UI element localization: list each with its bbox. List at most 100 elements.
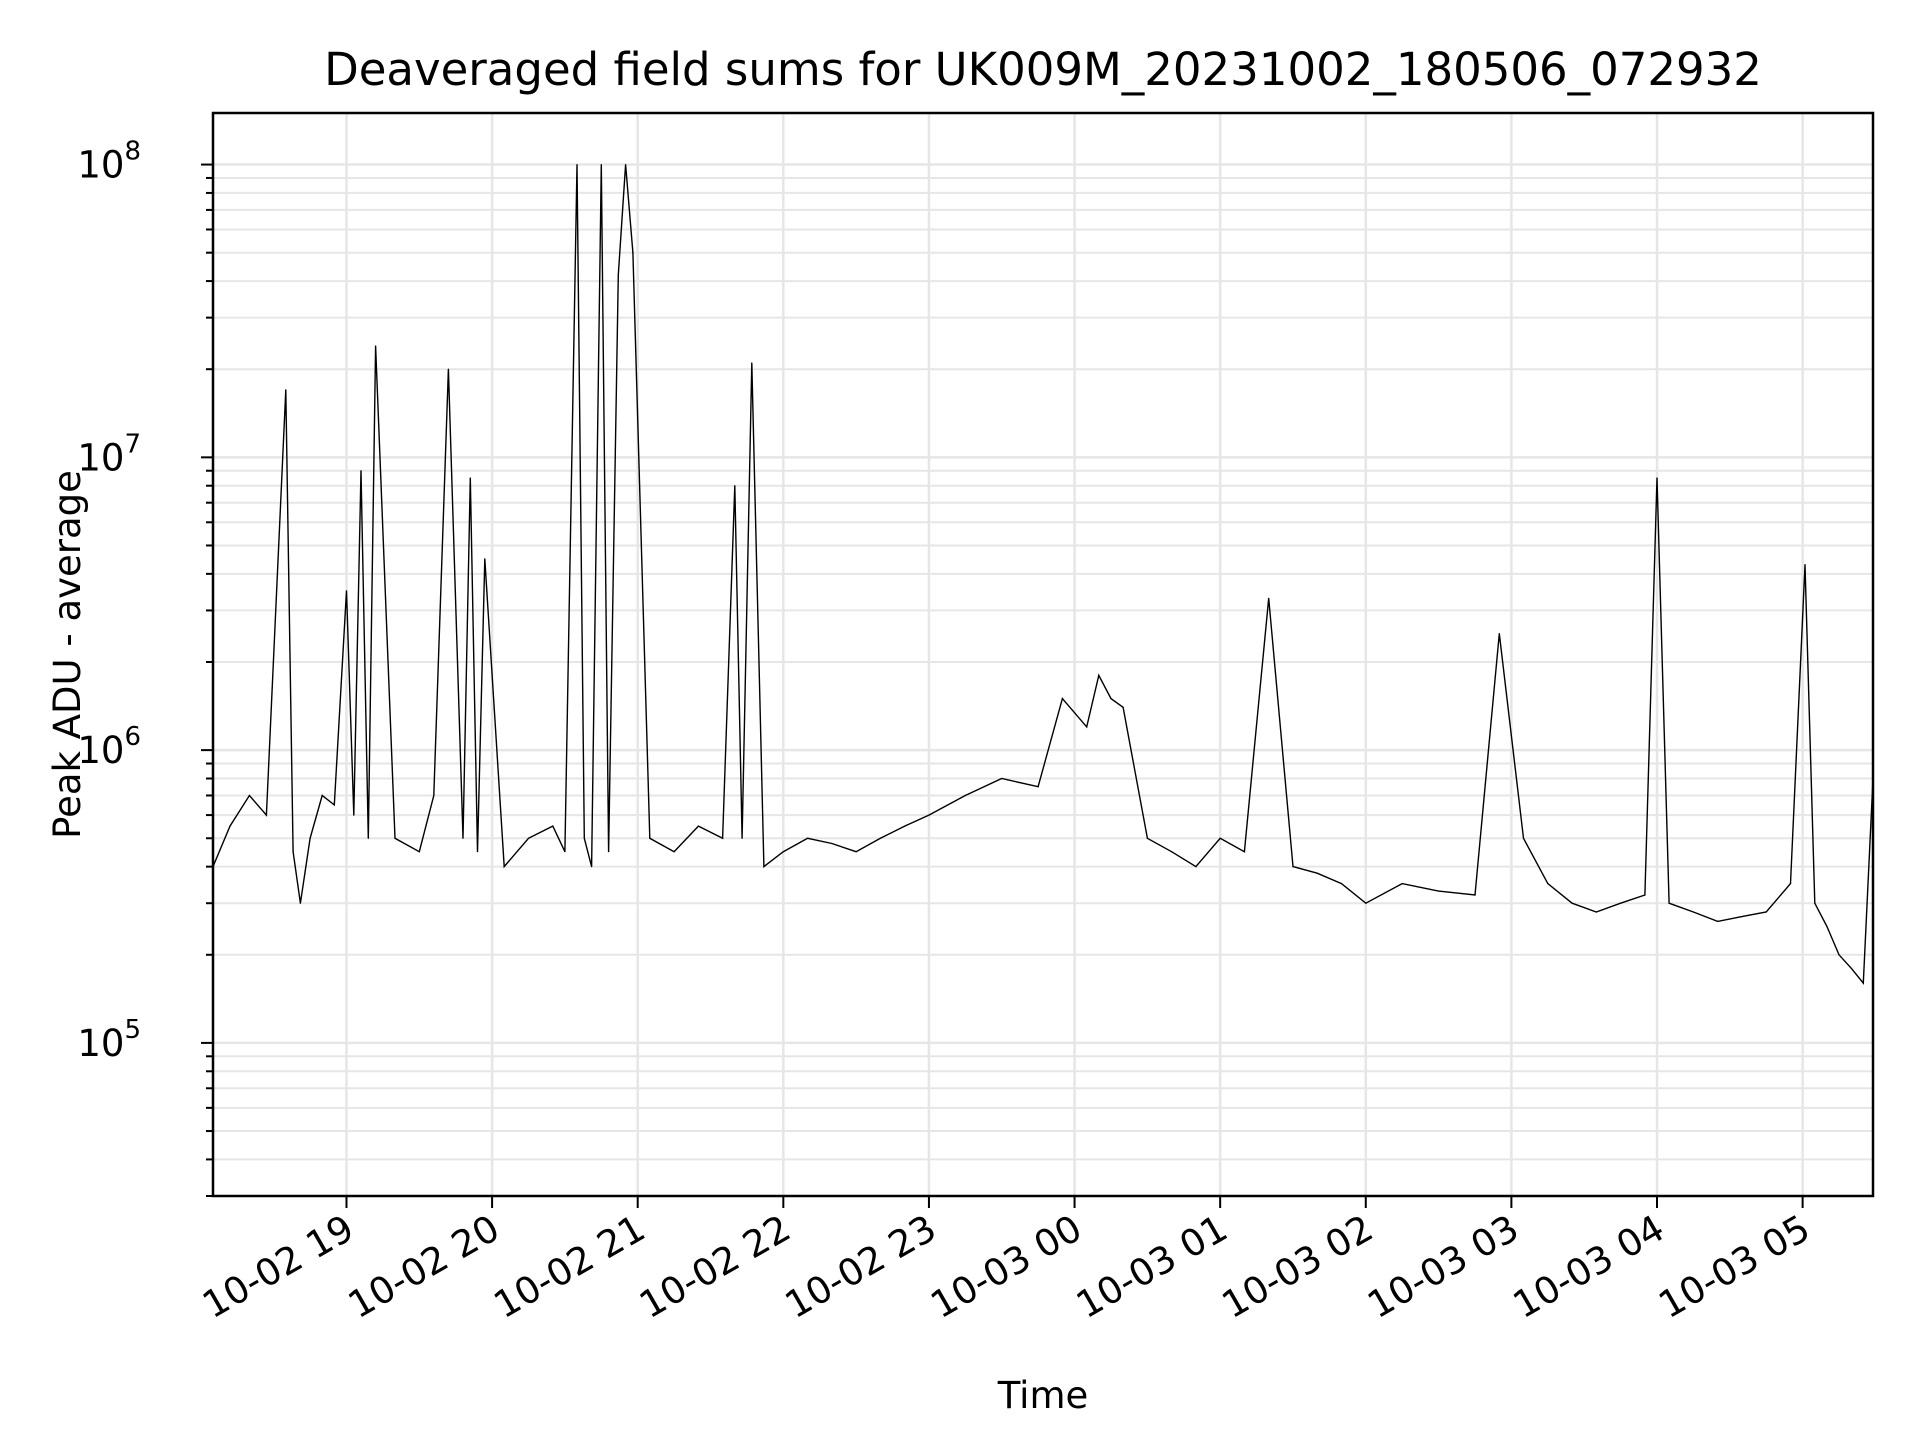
data-point [624, 163, 627, 166]
data-point [462, 837, 464, 839]
data-point [353, 814, 355, 816]
data-point [1571, 902, 1573, 904]
data-point [1717, 920, 1719, 923]
data-point [879, 837, 881, 839]
series-polyline [212, 164, 1874, 985]
data-point [632, 252, 634, 254]
data-point [1171, 851, 1173, 853]
grid [213, 113, 1873, 1197]
data-point [904, 825, 906, 827]
data-point [375, 345, 377, 347]
y-tick-exponent: 5 [124, 1015, 141, 1045]
data-point [394, 837, 396, 839]
data-point [1814, 902, 1816, 904]
y-tick-base: 10 [77, 144, 124, 187]
data-point [285, 389, 287, 391]
data-point [583, 837, 585, 839]
data-point [928, 814, 930, 816]
data-point [1789, 883, 1792, 885]
data-point [552, 825, 554, 827]
y-tick-exponent: 7 [124, 429, 141, 459]
data-point [1243, 851, 1246, 853]
y-tick-label: 106 [77, 722, 141, 772]
data-point [722, 837, 724, 839]
data-point [1122, 706, 1124, 708]
y-tick-label: 105 [77, 1015, 141, 1065]
data-point [1219, 837, 1221, 839]
data-point [265, 814, 267, 816]
data-point [333, 804, 335, 806]
data-point [1292, 866, 1294, 868]
data-point [1668, 902, 1670, 904]
y-tick-base: 10 [77, 729, 124, 772]
data-point [806, 837, 809, 839]
data-point [564, 851, 566, 853]
data-point [292, 851, 294, 853]
data-point [299, 902, 301, 904]
data-point [1522, 837, 1525, 839]
data-point [469, 477, 471, 479]
data-point [782, 851, 784, 853]
data-point [1644, 894, 1646, 896]
data-point [576, 163, 578, 166]
data-point [1365, 902, 1367, 904]
data-point [590, 866, 593, 868]
data-point [617, 274, 619, 276]
y-tick-label: 108 [77, 137, 141, 187]
data-point [447, 368, 450, 370]
data-point [1340, 883, 1343, 885]
data-point [673, 851, 675, 853]
data-point [1061, 697, 1064, 700]
data-point [1498, 633, 1500, 635]
data-point [345, 590, 348, 592]
data-point [433, 794, 435, 797]
data-point [1098, 674, 1100, 676]
plot-frame [211, 111, 1875, 1198]
data-point [1656, 477, 1658, 479]
data-point [367, 837, 369, 839]
data-point [697, 825, 699, 827]
chart-title: Deaveraged field sums for UK009M_2023100… [324, 43, 1762, 96]
data-point [1437, 890, 1440, 892]
data-point [309, 837, 311, 839]
data-point [600, 163, 602, 166]
data-point [1146, 837, 1148, 839]
data-point [1086, 726, 1088, 728]
data-point [1850, 967, 1852, 969]
data-point [1862, 982, 1864, 984]
data-point [1804, 564, 1806, 566]
data-point [1741, 916, 1743, 918]
data-point [1268, 597, 1270, 599]
data-point [1547, 883, 1549, 885]
data-point [649, 837, 651, 839]
data-point [607, 851, 610, 853]
y-tick-exponent: 6 [124, 722, 141, 752]
x-axis-label: Time [997, 1374, 1089, 1417]
data-point [855, 851, 857, 853]
series-line [212, 163, 1874, 985]
data-point [360, 470, 362, 472]
data-point [751, 362, 753, 364]
y-tick-label: 107 [77, 429, 141, 479]
data-point [763, 866, 765, 868]
data-point [1195, 866, 1197, 868]
data-point [1474, 894, 1476, 896]
data-point [229, 825, 231, 827]
y-axis-label: Peak ADU - average [46, 470, 89, 839]
data-point [1401, 883, 1403, 885]
data-point [1001, 777, 1003, 780]
data-point [1316, 872, 1318, 874]
y-tick-base: 10 [77, 1022, 124, 1065]
y-tick-exponent: 8 [124, 137, 141, 167]
data-point [248, 794, 251, 797]
data-point [1765, 911, 1767, 913]
data-point [476, 851, 479, 853]
data-point [1826, 925, 1828, 927]
data-point [1110, 697, 1112, 700]
data-point [831, 842, 833, 845]
data-point [964, 794, 966, 797]
data-point [1595, 911, 1597, 913]
data-point [1620, 902, 1622, 904]
